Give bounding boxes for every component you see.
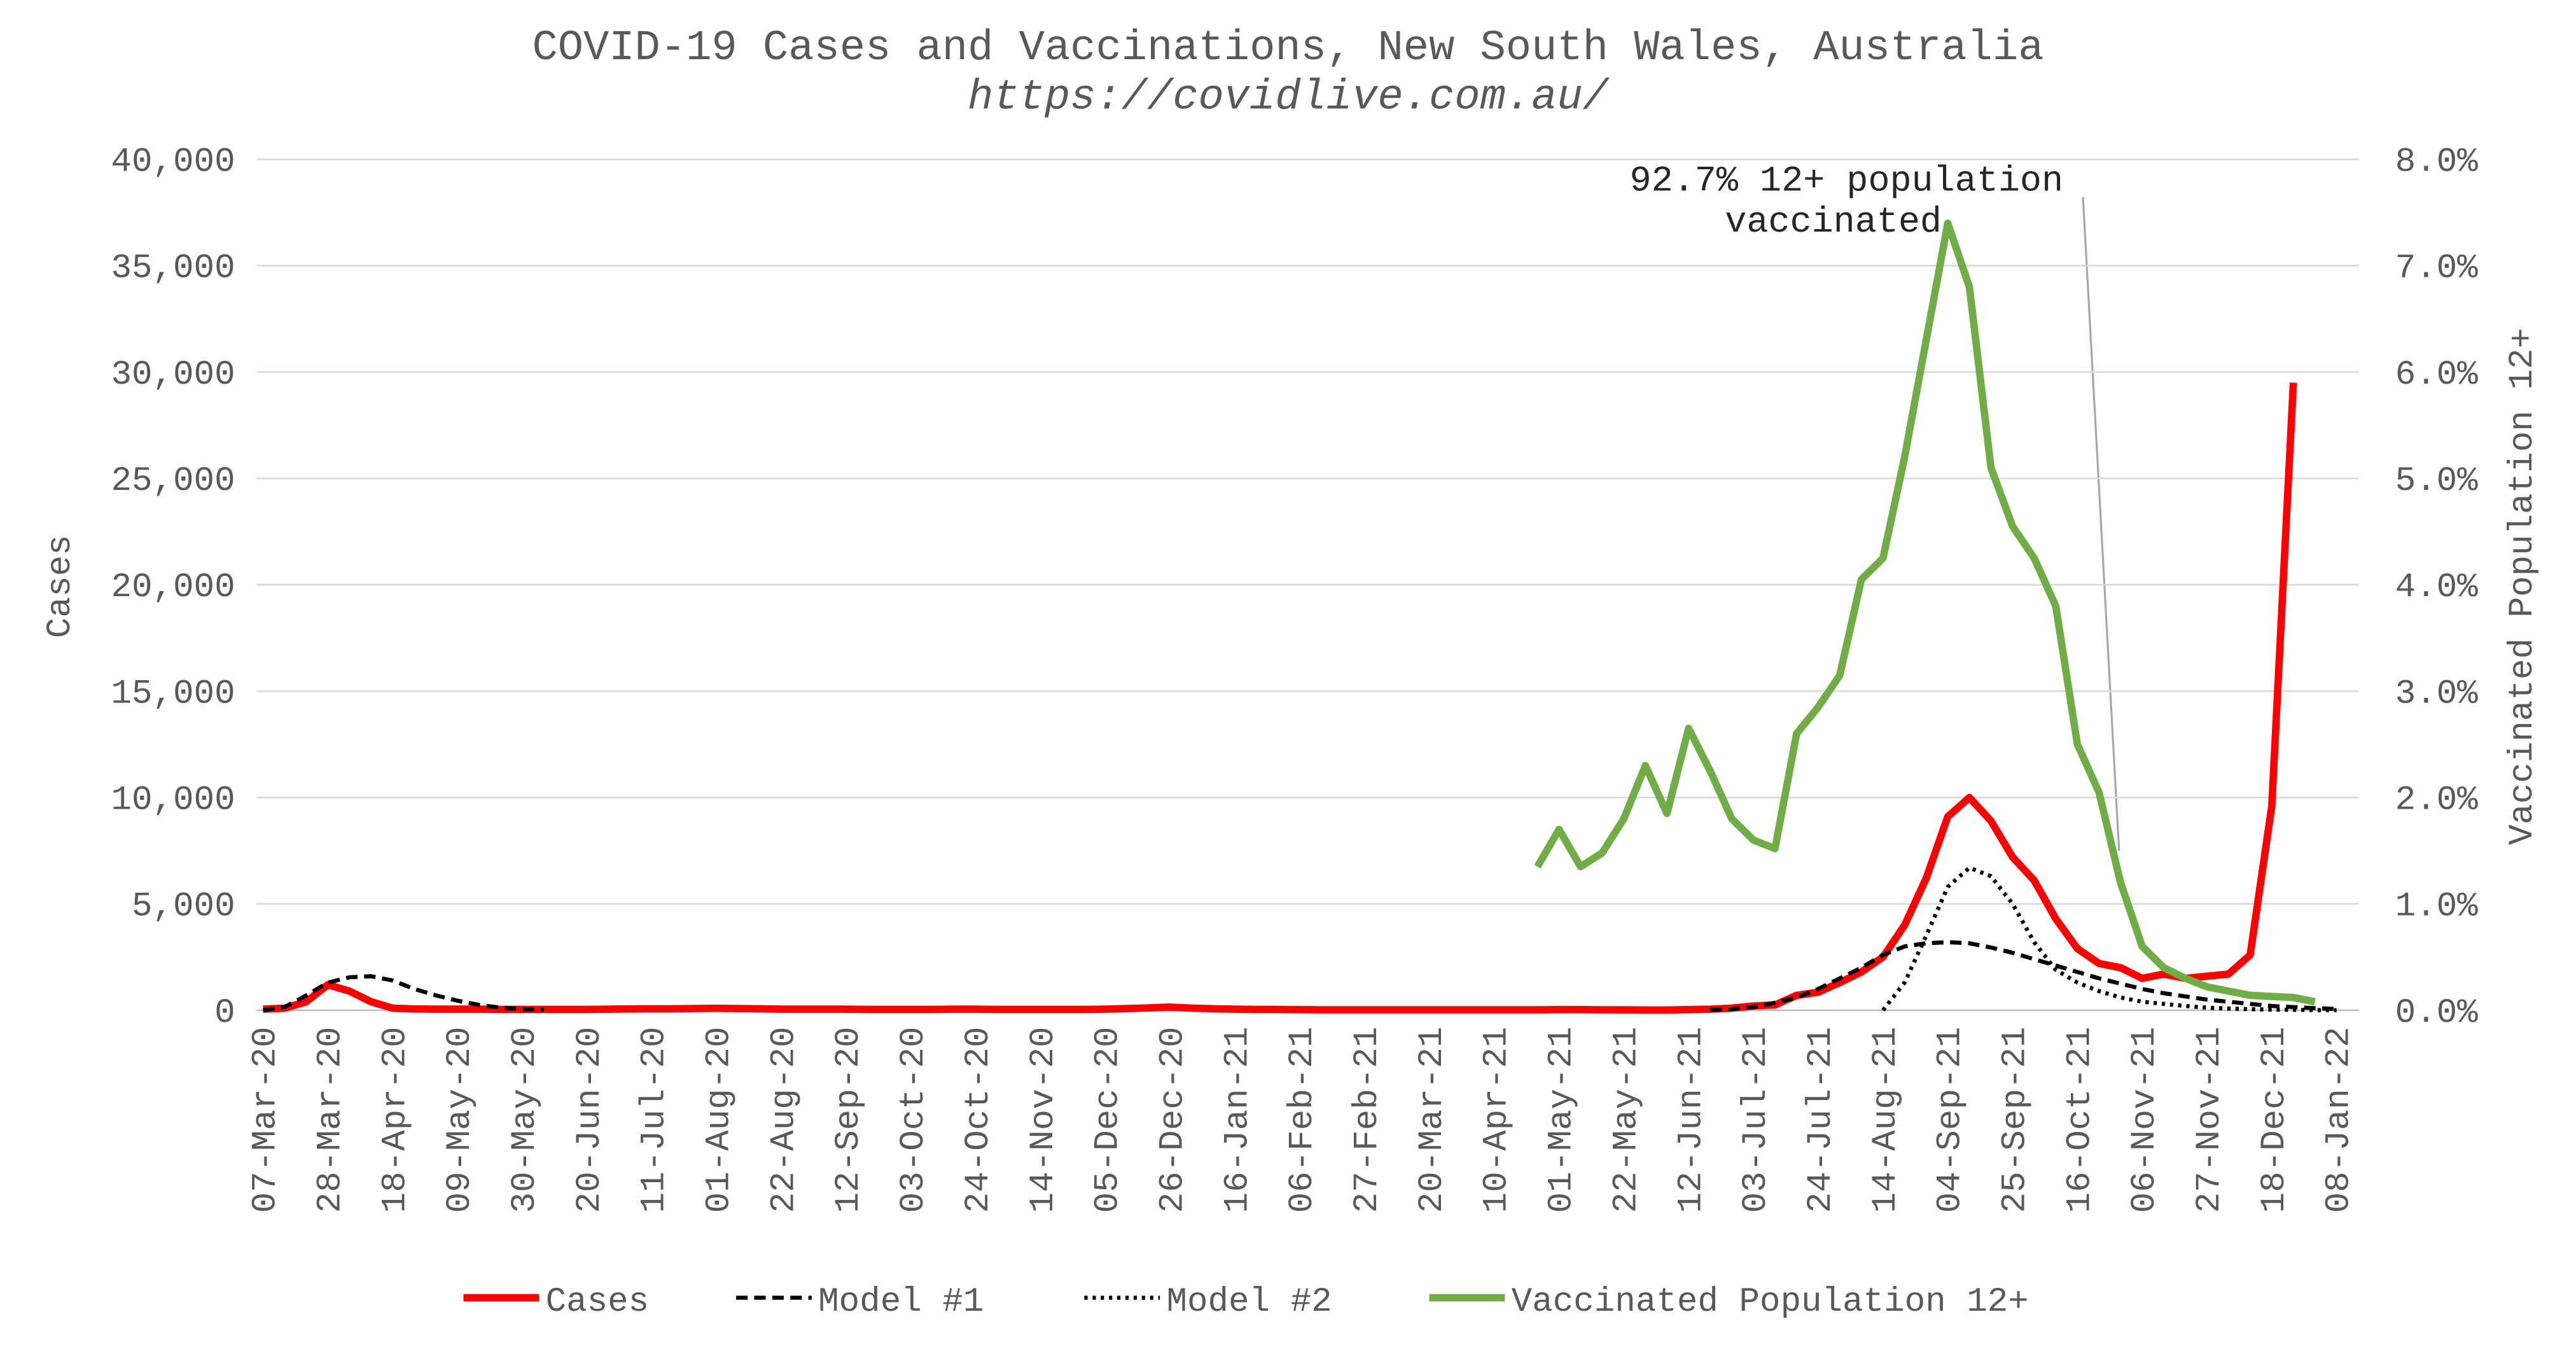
y-tick-label: 40,000	[111, 143, 235, 181]
x-tick-label: 30-May-20	[506, 1027, 545, 1213]
x-tick-label: 18-Apr-20	[376, 1027, 415, 1213]
x-tick-label: 10-Apr-21	[1478, 1027, 1517, 1213]
x-tick-label: 06-Feb-21	[1283, 1027, 1322, 1213]
y2-tick-label: 6.0%	[2395, 356, 2479, 394]
series-line	[1534, 219, 2316, 1006]
legend-label: Vaccinated Population 12+	[1512, 1283, 2029, 1322]
legend-label: Cases	[546, 1283, 650, 1322]
x-tick-label: 26-Dec-20	[1153, 1027, 1192, 1213]
y2-tick-label: 7.0%	[2395, 249, 2479, 288]
x-tick-label: 20-Jun-20	[571, 1027, 609, 1213]
y2-tick-label: 8.0%	[2395, 143, 2479, 181]
x-tick-label: 01-Aug-20	[700, 1027, 739, 1213]
x-tick-label: 27-Feb-21	[1348, 1027, 1387, 1213]
annotation-leader	[2082, 197, 2120, 851]
x-tick-label: 06-Nov-21	[2126, 1027, 2164, 1213]
x-tick-label: 27-Nov-21	[2190, 1027, 2229, 1213]
x-tick-label: 16-Oct-21	[2061, 1027, 2099, 1213]
y-tick-label: 15,000	[111, 674, 235, 713]
y-tick-label: 30,000	[111, 356, 235, 394]
x-tick-label: 03-Oct-20	[895, 1027, 933, 1213]
y-tick-label: 0	[214, 994, 235, 1033]
x-tick-label: 05-Dec-20	[1089, 1027, 1128, 1213]
y2-axis-title: Vaccinated Population 12+	[2503, 328, 2542, 845]
y-tick-label: 10,000	[111, 781, 235, 820]
y-tick-label: 25,000	[111, 462, 235, 501]
x-tick-label: 01-May-21	[1543, 1027, 1582, 1213]
x-tick-label: 07-Mar-20	[247, 1027, 286, 1213]
y2-tick-label: 4.0%	[2395, 568, 2479, 607]
x-tick-label: 25-Sep-21	[1996, 1027, 2035, 1213]
x-tick-label: 12-Jun-21	[1672, 1027, 1711, 1213]
chart-title: COVID-19 Cases and Vaccinations, New Sou…	[532, 24, 2043, 73]
x-tick-label: 22-May-21	[1607, 1027, 1646, 1213]
x-tick-label: 22-Aug-20	[765, 1027, 804, 1213]
x-tick-label: 09-May-20	[441, 1027, 480, 1213]
annotation: vaccinated	[1725, 202, 1942, 243]
y-tick-label: 35,000	[111, 249, 235, 288]
y2-tick-label: 5.0%	[2395, 462, 2479, 501]
y-tick-label: 20,000	[111, 568, 235, 607]
x-tick-label: 12-Sep-20	[830, 1027, 868, 1213]
x-tick-label: 03-Jul-21	[1737, 1027, 1776, 1213]
legend-label: Model #1	[818, 1283, 984, 1322]
y2-tick-label: 2.0%	[2395, 781, 2479, 820]
x-tick-label: 14-Aug-21	[1867, 1027, 1905, 1213]
y2-tick-label: 0.0%	[2395, 994, 2479, 1033]
annotation: 92.7% 12+ population	[1630, 161, 2064, 202]
y2-tick-label: 1.0%	[2395, 888, 2479, 926]
x-tick-label: 20-Mar-21	[1413, 1027, 1452, 1213]
x-tick-label: 18-Dec-21	[2255, 1027, 2294, 1213]
series-line	[263, 940, 2337, 1012]
x-tick-label: 04-Sep-21	[1932, 1027, 1970, 1213]
legend-label: Model #2	[1166, 1283, 1332, 1322]
y-tick-label: 5,000	[132, 888, 235, 926]
x-tick-label: 28-Mar-20	[311, 1027, 350, 1213]
x-tick-label: 11-Jul-20	[636, 1027, 674, 1213]
y2-tick-label: 3.0%	[2395, 674, 2479, 713]
x-tick-label: 24-Jul-21	[1802, 1027, 1841, 1213]
series-line	[1881, 865, 2337, 1012]
y-axis-title: Cases	[41, 534, 80, 638]
x-tick-label: 08-Jan-22	[2320, 1027, 2359, 1213]
chart-subtitle: https://covidlive.com.au/	[968, 73, 1610, 122]
x-tick-label: 24-Oct-20	[959, 1027, 998, 1213]
x-tick-label: 14-Nov-20	[1024, 1027, 1063, 1213]
series-line	[263, 382, 2297, 1014]
x-tick-label: 16-Jan-21	[1218, 1027, 1257, 1213]
